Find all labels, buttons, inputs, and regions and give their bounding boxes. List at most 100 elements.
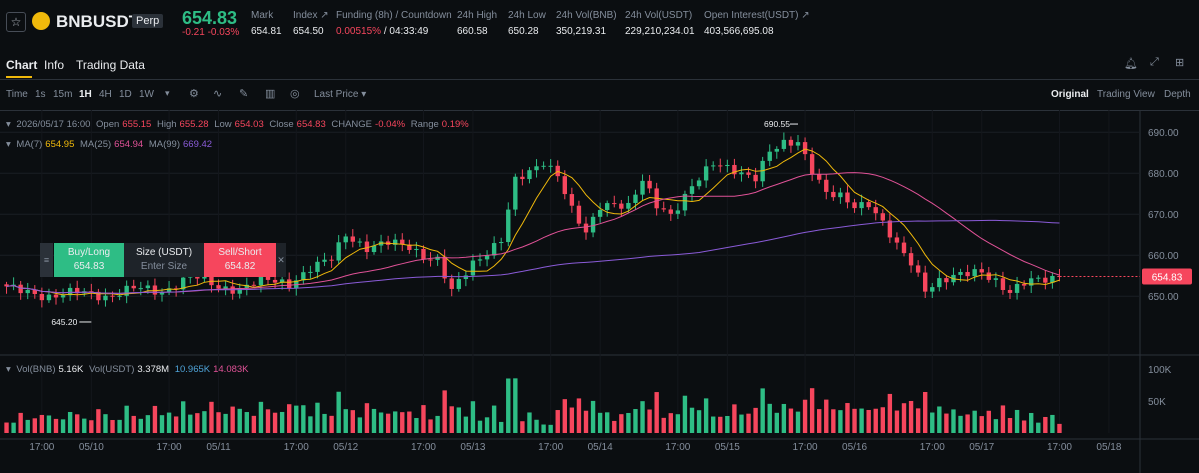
candle-body [287,279,292,289]
candle-body [110,295,115,297]
ma7-line [6,148,1060,296]
price-chart[interactable]: 690.00 680.00 670.00 660.00 650.00 100K 50K 17:… [0,110,1199,473]
tab-chart[interactable]: Chart [6,58,38,72]
candle-body [103,295,108,301]
indicators-icon[interactable]: ∿ [213,88,223,100]
volume-bar [619,414,624,433]
price-change: -0.21 -0.03% [182,27,240,38]
volume-bar [60,419,66,433]
candle-body [223,286,228,289]
candle-body [605,203,610,211]
volume-bar [513,378,518,433]
volume-bar [605,412,610,433]
volume-bar [195,413,200,433]
volume-bar [484,417,490,433]
chart-type-icon[interactable]: ▥ [265,88,276,100]
interval-1w[interactable]: 1W [139,89,154,100]
candle-body [668,209,673,214]
candle-body [435,256,440,260]
ohlc-legend: ▾ 2026/05/17 16:00 Open 655.15 High 655.28… [6,119,469,130]
candle-body [364,241,370,253]
volume-bar [75,414,80,433]
candle-body [527,170,532,180]
volume-bar [202,411,207,433]
time-axis-label: 05/11 [206,442,231,453]
candle-body [626,202,631,209]
candle-body [541,165,546,167]
time-axis-label: 17:00 [29,442,54,453]
candle-body [315,261,320,272]
candle-body [39,293,45,301]
volume-bar [96,409,101,433]
volume-bar [937,406,942,433]
candle-body [873,207,878,214]
interval-1d[interactable]: 1D [119,89,132,100]
candle-body [824,179,829,192]
interval-dropdown-icon[interactable]: ▾ [165,88,170,98]
size-input[interactable]: Size (USDT) Enter Size [124,243,204,277]
candle-body [1036,277,1041,279]
volume-bar [336,391,341,433]
price-type-select[interactable]: Last Price ▾ [314,89,367,100]
candle-body [53,294,59,298]
screenshot-icon[interactable]: ◎ [290,88,300,100]
time-axis-label: 17:00 [1047,442,1072,453]
time-axis-label: 17:00 [793,442,818,453]
stat-index[interactable]: Index ↗ 654.50 [293,10,329,37]
candle-body [75,287,80,294]
drawing-tools-icon[interactable]: ✎ [239,88,249,100]
view-trading-view[interactable]: Trading View [1097,89,1155,100]
volume-bar [760,388,765,433]
settings-icon[interactable]: ⚙ [189,88,199,100]
volume-bar [393,411,398,433]
drag-handle-icon[interactable]: ≡ [40,243,53,277]
star-icon[interactable]: ☆ [6,12,26,32]
interval-15m[interactable]: 15m [53,89,73,100]
candle-body [357,241,363,243]
volume-bar [237,408,242,433]
layout-grid-icon[interactable]: ⊞ [1175,57,1185,69]
volume-bar [491,405,497,433]
volume-bar [1057,423,1062,433]
candle-body [421,248,426,260]
view-depth[interactable]: Depth [1164,89,1191,100]
candle-body [18,284,23,294]
candle-body [753,174,758,182]
volume-bar [541,424,546,433]
symbol-name[interactable]: BNBUSDT [56,12,140,31]
volume-bar [746,413,751,433]
candle-body [60,295,66,298]
expand-icon[interactable]: ⤢ [1150,56,1159,68]
close-icon[interactable]: ✕ [276,243,286,277]
candle-body [343,236,348,243]
time-axis-label: 05/13 [460,442,485,453]
interval-1h[interactable]: 1H [79,89,92,100]
volume-bar [583,410,589,433]
volume-bar [845,403,850,433]
candle-body [336,242,341,261]
volume-bar [223,413,228,433]
time-axis-label: 05/17 [969,442,994,453]
buy-long-button[interactable]: Buy/Long 654.83 [54,243,124,277]
candle-body [46,294,52,301]
volume-bar [802,399,808,433]
volume-bar [67,411,73,433]
volume-bar [173,416,179,433]
volume-bar [1014,409,1020,433]
stat-24h-high: 24h High 660.58 [457,10,498,37]
bell-icon[interactable]: 🔔︎ [1124,58,1138,70]
stat-open-interest[interactable]: Open Interest(USDT) ↗ 403,566,695.08 [704,10,810,37]
divider [0,110,1199,111]
volume-bar [1007,418,1013,433]
tab-info[interactable]: Info [44,58,65,72]
interval-1s[interactable]: 1s [35,89,46,100]
candle-body [491,243,497,256]
candle-body [272,279,278,283]
volume-bar [555,410,560,433]
candle-body [470,260,476,276]
candle-body [463,275,469,280]
sell-short-button[interactable]: Sell/Short 654.82 [204,243,276,277]
tab-trading-data[interactable]: Trading Data [76,58,145,72]
view-original[interactable]: Original [1051,89,1089,100]
interval-4h[interactable]: 4H [99,89,112,100]
